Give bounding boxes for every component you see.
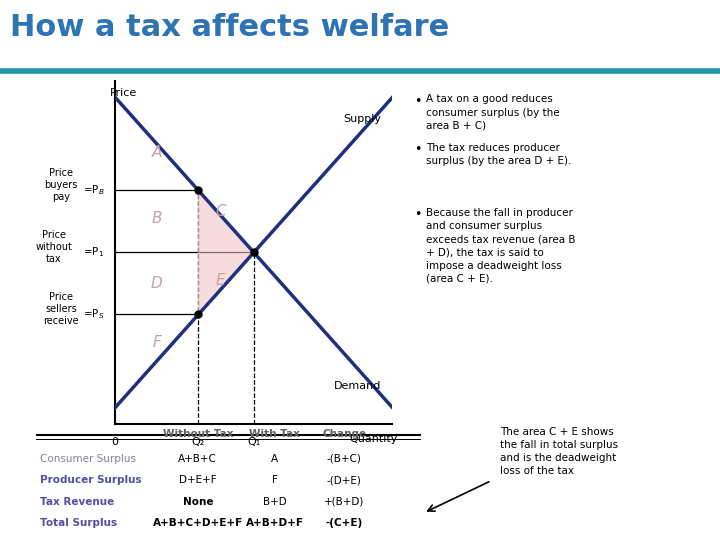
Text: B+D: B+D: [263, 497, 287, 507]
Text: =P$_1$: =P$_1$: [84, 246, 104, 259]
Text: •: •: [414, 94, 421, 107]
Text: A: A: [152, 145, 162, 160]
Text: Consumer Surplus: Consumer Surplus: [40, 454, 136, 464]
Text: A tax on a good reduces
consumer surplus (by the
area B + C): A tax on a good reduces consumer surplus…: [426, 94, 560, 131]
Text: =P$_B$: =P$_B$: [83, 184, 104, 197]
Text: Q₂: Q₂: [192, 437, 205, 447]
Text: -(C+E): -(C+E): [325, 518, 363, 529]
Text: How a tax affects welfare: How a tax affects welfare: [10, 14, 449, 43]
Text: Change: Change: [322, 429, 366, 439]
Text: The tax reduces producer
surplus (by the area D + E).: The tax reduces producer surplus (by the…: [426, 143, 572, 166]
Text: Q₁: Q₁: [247, 437, 261, 447]
Text: F: F: [272, 475, 278, 485]
Text: A+B+C+D+E+F: A+B+C+D+E+F: [153, 518, 243, 529]
Text: D: D: [151, 276, 163, 291]
Text: -(D+E): -(D+E): [327, 475, 361, 485]
Text: D+E+F: D+E+F: [179, 475, 217, 485]
Text: Quantity: Quantity: [350, 434, 398, 444]
Text: Price
sellers
receive: Price sellers receive: [43, 292, 79, 327]
Text: A: A: [271, 454, 279, 464]
Text: 0: 0: [112, 437, 119, 447]
Text: E: E: [216, 273, 225, 288]
Text: •: •: [414, 143, 421, 156]
Text: Because the fall in producer
and consumer surplus
exceeds tax revenue (area B
+ : Because the fall in producer and consume…: [426, 208, 576, 284]
Text: Demand: Demand: [334, 381, 382, 391]
Text: B: B: [151, 211, 162, 226]
Text: Price
buyers
pay: Price buyers pay: [45, 167, 78, 202]
Text: •: •: [414, 208, 421, 221]
Text: A+B+C: A+B+C: [179, 454, 217, 464]
Text: The area C + E shows
the fall in total surplus
and is the deadweight
loss of the: The area C + E shows the fall in total s…: [500, 427, 618, 476]
Text: Total Surplus: Total Surplus: [40, 518, 117, 529]
Text: Tax Revenue: Tax Revenue: [40, 497, 114, 507]
Text: Without Tax: Without Tax: [163, 429, 233, 439]
Text: Price: Price: [109, 87, 137, 98]
Text: F: F: [153, 335, 161, 350]
FancyArrowPatch shape: [428, 482, 489, 511]
Text: +(B+D): +(B+D): [324, 497, 364, 507]
Text: Supply: Supply: [343, 113, 382, 124]
Text: C: C: [215, 204, 226, 219]
Polygon shape: [199, 191, 254, 314]
Text: Producer Surplus: Producer Surplus: [40, 475, 141, 485]
Text: A+B+D+F: A+B+D+F: [246, 518, 304, 529]
Text: -(B+C): -(B+C): [327, 454, 361, 464]
Text: With Tax: With Tax: [249, 429, 300, 439]
Text: =P$_S$: =P$_S$: [83, 308, 104, 321]
Text: None: None: [183, 497, 213, 507]
Text: Price
without
tax: Price without tax: [35, 230, 73, 265]
